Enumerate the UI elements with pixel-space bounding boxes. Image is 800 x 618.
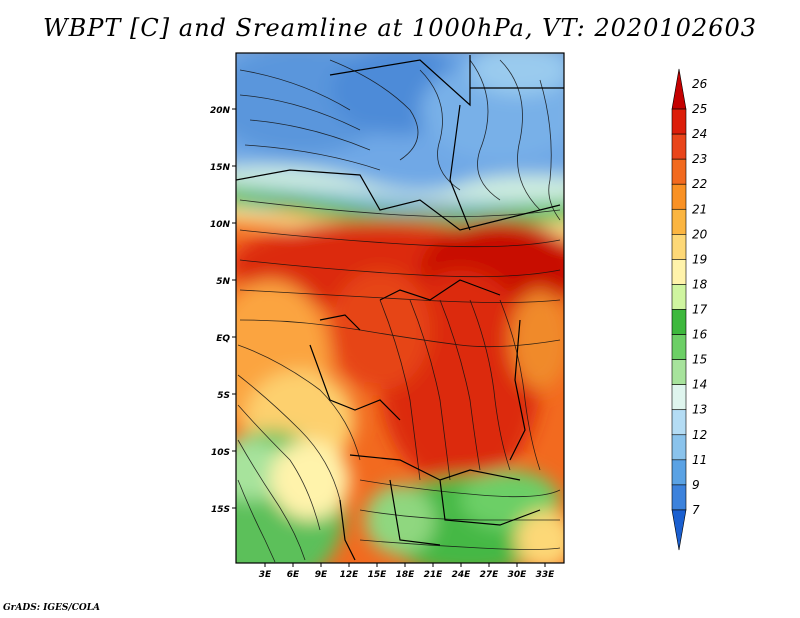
colorbar-label: 21	[692, 202, 707, 216]
colorbar: 26 25 24 23 22 21 20 19 18 17 16 15 14 13 12 11 9 7	[671, 68, 708, 551]
colorbar-label: 15	[692, 353, 707, 367]
colorbar-label: 23	[692, 152, 707, 166]
lon-axis: 3E 6E 9E 12E 15E 18E 21E 24E 27E 30E 33E	[259, 563, 555, 580]
colorbar-swatch	[671, 183, 687, 210]
colorbar-label: 25	[692, 102, 707, 116]
colorbar-label: 16	[692, 328, 708, 342]
colorbar-label: 24	[692, 127, 707, 141]
colorbar-swatch	[671, 208, 687, 235]
colorbar-swatch	[671, 484, 687, 511]
footer-credit: GrADS: IGES/COLA	[3, 603, 101, 613]
colorbar-label: 20	[692, 227, 708, 241]
colorbar-label: 19	[692, 252, 707, 266]
colorbar-swatch	[671, 108, 687, 135]
colorbar-swatch	[671, 133, 687, 160]
map-frame	[235, 52, 565, 564]
colorbar-swatch	[671, 409, 687, 436]
lat-label: 20N	[210, 106, 231, 116]
lon-label: 15E	[368, 570, 388, 580]
lon-label: 27E	[480, 570, 500, 580]
lat-axis: 20N 15N 10N 5N EQ 5S 10S 15S	[210, 106, 236, 515]
lon-label: 6E	[287, 570, 300, 580]
colorbar-label: 13	[692, 403, 707, 417]
colorbar-swatch	[671, 509, 687, 551]
colorbar-swatch	[671, 434, 687, 461]
streamlines	[237, 59, 561, 563]
lat-label: EQ	[216, 334, 230, 344]
lat-label: 15S	[211, 505, 230, 515]
colorbar-label: 11	[692, 453, 707, 467]
colorbar-label: 18	[692, 277, 708, 291]
colorbar-swatch	[671, 284, 687, 310]
colorbar-label: 26	[692, 77, 708, 91]
lon-label: 18E	[396, 570, 416, 580]
colorbar-swatch	[671, 68, 687, 110]
colorbar-swatch	[671, 158, 687, 185]
lon-label: 21E	[424, 570, 444, 580]
country-borders	[236, 55, 564, 561]
colorbar-label: 22	[692, 177, 707, 191]
colorbar-swatch	[671, 359, 687, 385]
lon-label: 3E	[259, 570, 272, 580]
lat-label: 5S	[217, 391, 230, 401]
lon-label: 33E	[536, 570, 556, 580]
lat-label: 15N	[210, 163, 231, 173]
colorbar-swatch	[671, 309, 687, 335]
map-title: WBPT [C] and Sreamline at 1000hPa, VT: 2…	[42, 14, 758, 42]
colorbar-swatch	[671, 384, 687, 411]
lon-label: 24E	[452, 570, 472, 580]
colorbar-label: 7	[692, 503, 700, 517]
lon-label: 9E	[315, 570, 328, 580]
wbpt-field	[236, 53, 564, 563]
colorbar-swatch	[671, 234, 687, 260]
colorbar-swatch	[671, 459, 687, 486]
colorbar-label: 12	[692, 428, 707, 442]
lat-label: 5N	[216, 277, 230, 287]
lat-label: 10S	[211, 448, 230, 458]
colorbar-label: 14	[692, 378, 707, 392]
colorbar-swatch	[671, 259, 687, 285]
lon-label: 30E	[508, 570, 528, 580]
lat-label: 10N	[210, 220, 231, 230]
colorbar-label: 9	[692, 478, 700, 492]
colorbar-label: 17	[692, 303, 708, 317]
colorbar-swatch	[671, 334, 687, 360]
lon-label: 12E	[340, 570, 360, 580]
